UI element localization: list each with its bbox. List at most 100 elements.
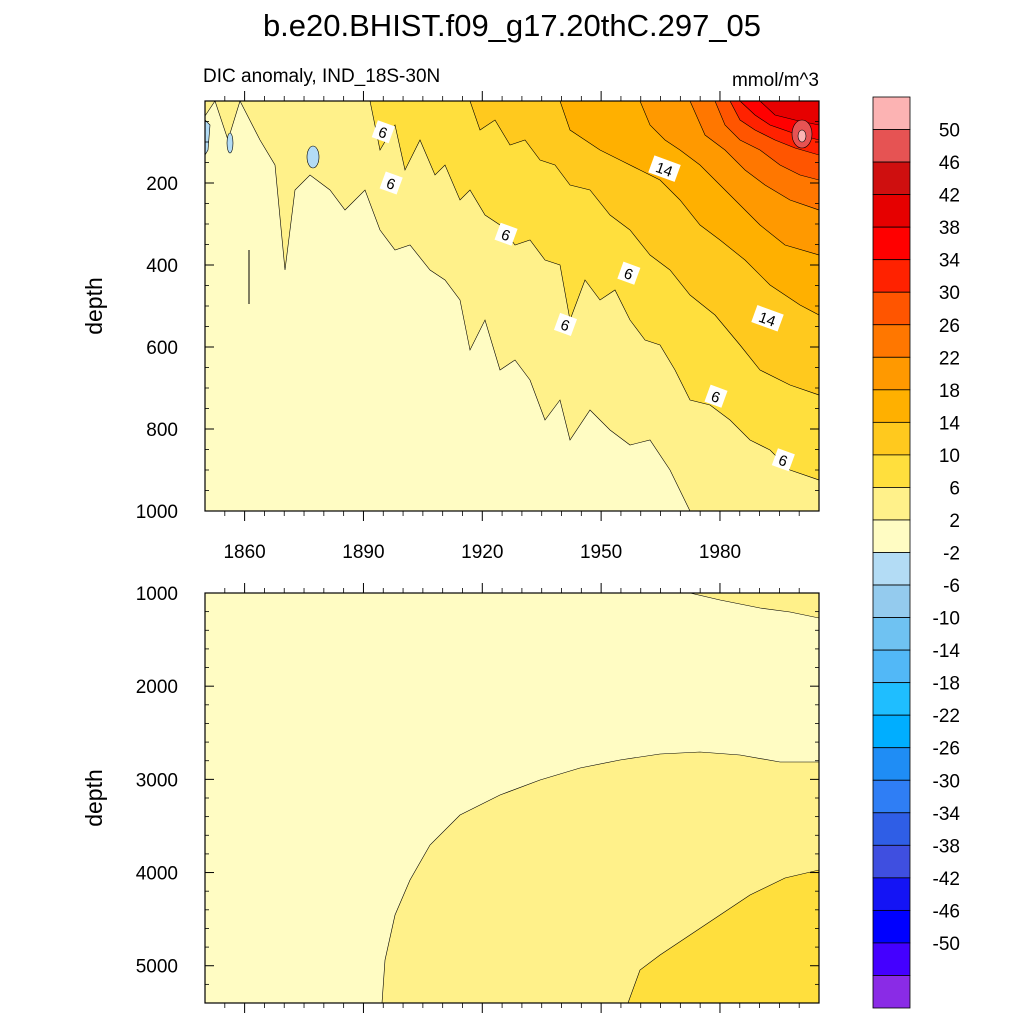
colorbar-swatch: [872, 96, 911, 130]
colorbar-label: -14: [933, 641, 961, 662]
contour-label: 6: [704, 384, 728, 408]
colorbar: 50 46 42 38 34 30 26 22 18 14 10 6 2 -2 -6 -10 -14 -18 -22…: [872, 96, 961, 1009]
colorbar-swatch: [872, 421, 911, 456]
contour-label: 6: [494, 222, 518, 246]
lower-y-tick-label: 5000: [136, 957, 178, 978]
colorbar-swatch: [872, 617, 911, 651]
x-tick-label: 1950: [580, 542, 622, 563]
contour-label: 6: [379, 171, 403, 195]
colorbar-swatch: [872, 844, 911, 879]
upper-negative-patch: [226, 132, 234, 154]
colorbar-swatch: [872, 682, 911, 716]
colorbar-swatch: [872, 454, 911, 488]
colorbar-label: 46: [939, 153, 960, 174]
lower-plot-area: [205, 593, 819, 1003]
colorbar-swatch: [872, 942, 911, 976]
colorbar-swatch: [872, 389, 911, 423]
x-tick-label: 1980: [699, 542, 741, 563]
lower-band-6-10: [627, 869, 819, 1003]
colorbar-label: 38: [939, 218, 960, 239]
colorbar-label: 18: [939, 381, 960, 402]
colorbar-label: 22: [939, 348, 960, 369]
colorbar-swatch: [872, 487, 911, 521]
colorbar-label: 10: [939, 446, 960, 467]
contour-label-box: [617, 261, 641, 285]
colorbar-swatch: [872, 714, 911, 749]
lower-y-tick-label: 1000: [136, 584, 178, 605]
colorbar-label: -22: [933, 706, 960, 727]
colorbar-swatch: [872, 259, 911, 293]
colorbar-swatch: [872, 649, 911, 684]
contour-label: 6: [771, 448, 795, 472]
contour-label: 14: [648, 155, 681, 182]
colorbar-swatch: [872, 356, 911, 391]
contour-label: 6: [371, 120, 395, 144]
upper-band-above-50: [797, 129, 807, 143]
contour-label: 6: [553, 312, 578, 336]
lower-y-tick-label: 3000: [136, 770, 178, 791]
upper-contour-labels: 6 6 6 6 6 6 6 14 14: [371, 120, 795, 472]
contour-label-text: 14: [653, 159, 674, 181]
colorbar-label: -26: [933, 739, 960, 760]
contour-label-box: [648, 155, 681, 182]
colorbar-swatch: [872, 161, 911, 196]
colorbar-label: -10: [933, 609, 960, 630]
upper-negative-patch: [306, 145, 320, 169]
colorbar-label: 34: [939, 251, 961, 272]
colorbar-label: -6: [943, 576, 960, 597]
upper-y-axis-title: depth: [81, 277, 107, 335]
colorbar-label: -38: [933, 836, 960, 857]
colorbar-swatch: [872, 909, 911, 944]
contour-label-box: [379, 171, 403, 195]
colorbar-swatch: [872, 779, 911, 814]
colorbar-label: 14: [939, 413, 961, 434]
colorbar-swatch: [872, 747, 911, 781]
x-tick-label: 1860: [223, 542, 265, 563]
contour-label-box: [704, 384, 728, 408]
colorbar-label: -2: [943, 544, 960, 565]
colorbar-swatch: [872, 226, 911, 261]
colorbar-swatch: [872, 324, 911, 358]
upper-negative-patch: [205, 119, 211, 156]
upper-y-tick-label: 1000: [136, 502, 178, 523]
colorbar-label: 42: [939, 186, 960, 207]
colorbar-label: 6: [949, 478, 960, 499]
upper-plot-area: [205, 101, 819, 511]
colorbar-label: 2: [949, 511, 960, 532]
units-label: mmol/m^3: [732, 70, 819, 91]
lower-y-axis-title: depth: [81, 769, 107, 827]
colorbar-swatch: [872, 812, 911, 846]
contour-label-text: 14: [756, 309, 777, 331]
upper-axis-ticks: 200 400 600 800 1000 1860 1890 1920 1950 1980: [136, 91, 819, 563]
colorbar-label: -34: [933, 804, 961, 825]
colorbar-swatch: [872, 129, 911, 163]
upper-y-tick-label: 600: [146, 338, 178, 359]
colorbar-swatch: [872, 194, 911, 228]
contour-label-box: [771, 448, 795, 472]
colorbar-label: -50: [933, 934, 960, 955]
colorbar-label: 50: [939, 121, 960, 142]
contour-label: 14: [751, 305, 784, 332]
colorbar-label: -18: [933, 674, 960, 695]
lower-band-top-2-6: [689, 593, 819, 619]
colorbar-swatch: [872, 291, 911, 326]
x-tick-label: 1920: [461, 542, 503, 563]
lower-axis-ticks: 1000 2000 3000 4000 5000: [136, 583, 819, 1013]
lower-y-tick-label: 4000: [136, 864, 178, 885]
colorbar-swatch: [872, 519, 911, 553]
colorbar-label: 26: [939, 316, 960, 337]
contour-label-box: [494, 222, 518, 246]
colorbar-label: -46: [933, 901, 960, 922]
colorbar-swatch: [872, 584, 911, 618]
colorbar-swatch: [872, 877, 911, 911]
lower-panel: 1000 2000 3000 4000 5000 depth: [81, 583, 820, 1013]
x-tick-label: 1890: [342, 542, 384, 563]
colorbar-label: -42: [933, 869, 960, 890]
colorbar-label: 30: [939, 283, 960, 304]
upper-y-tick-label: 400: [146, 256, 178, 277]
colorbar-swatch: [872, 552, 911, 586]
colorbar-swatch: [872, 975, 911, 1009]
contour-label-box: [751, 305, 784, 332]
